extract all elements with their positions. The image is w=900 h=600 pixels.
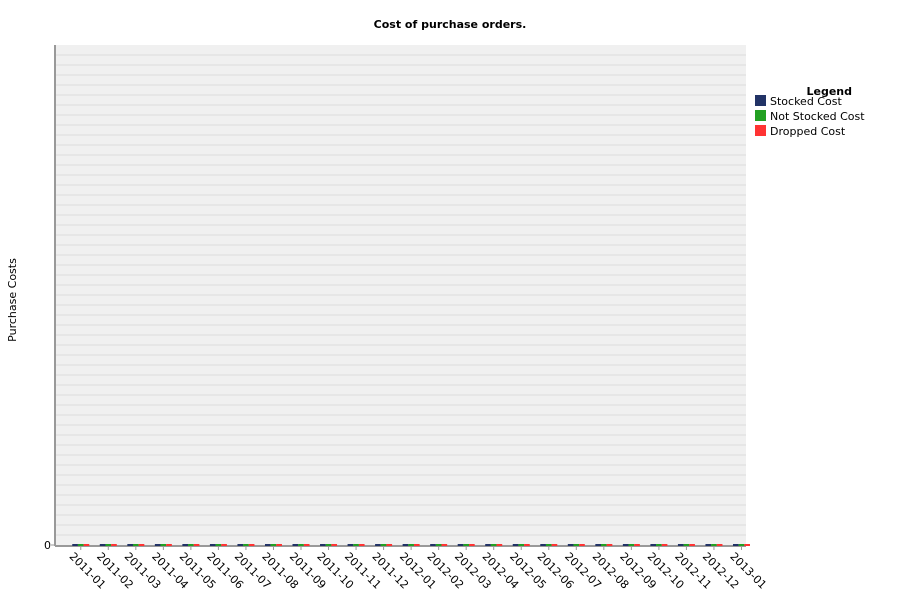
bar-not-stocked-cost [353,544,359,546]
bar-stocked-cost [347,544,354,546]
bar-not-stocked-cost [628,544,635,546]
legend-items: Stocked Cost Not Stocked Cost Dropped Cost [755,95,865,138]
bar-not-stocked-cost [77,544,84,546]
bar-dropped-cost [248,544,255,546]
bar-stocked-cost [127,544,133,546]
bar-dropped-cost [469,544,475,546]
bar-stocked-cost [402,544,409,546]
bar-dropped-cost [716,544,723,546]
legend-label: Stocked Cost [770,95,842,108]
bar-dropped-cost [221,544,227,546]
bar-dropped-cost [193,544,200,546]
bar-stocked-cost [72,544,78,546]
bar-not-stocked-cost [270,544,277,546]
bar-not-stocked-cost [600,544,607,546]
bar-stocked-cost [732,544,739,546]
bar-not-stocked-cost [711,544,717,546]
bar-dropped-cost [689,544,695,546]
bar-not-stocked-cost [325,544,332,546]
bar-dropped-cost [606,544,613,546]
bar-not-stocked-cost [463,544,470,546]
y-tick-label: 0 [44,539,51,552]
bar-stocked-cost [650,544,657,546]
bar-not-stocked-cost [243,544,249,546]
bar-not-stocked-cost [435,544,442,546]
bar-stocked-cost [595,544,601,546]
legend-label: Not Stocked Cost [770,110,865,123]
bar-dropped-cost [303,544,310,546]
bar-not-stocked-cost [132,544,139,546]
bar-not-stocked-cost [105,544,112,546]
bar-stocked-cost [375,544,381,546]
bar-not-stocked-cost [573,544,580,546]
bar-stocked-cost [677,544,684,546]
bar-stocked-cost [237,544,244,546]
bar-not-stocked-cost [380,544,387,546]
legend-swatch [755,110,766,121]
bar-dropped-cost [496,544,503,546]
bar-stocked-cost [540,544,546,546]
bar-dropped-cost [634,544,640,546]
bar-stocked-cost [154,544,161,546]
bar-not-stocked-cost [298,544,304,546]
bar-stocked-cost [705,544,712,546]
legend: Legend Stocked Cost Not Stocked Cost Dropp… [755,85,865,138]
bar-dropped-cost [661,544,668,546]
x-ticks: 2011-012011-022011-032011-042011-052011-… [67,546,769,592]
bar-stocked-cost [209,544,216,546]
bar-not-stocked-cost [215,544,222,546]
bar-not-stocked-cost [160,544,167,546]
legend-title: Legend [806,85,852,98]
bar-dropped-cost [276,544,282,546]
bar-not-stocked-cost [518,544,525,546]
bar-not-stocked-cost [188,544,194,546]
bar-stocked-cost [182,544,189,546]
chart-title: Cost of purchase orders. [374,18,527,31]
bar-dropped-cost [744,544,750,546]
bar-not-stocked-cost [545,544,552,546]
bar-not-stocked-cost [656,544,662,546]
bar-stocked-cost [99,544,106,546]
y-axis-label: Purchase Costs [6,258,19,342]
bar-stocked-cost [320,544,326,546]
bar-dropped-cost [413,544,420,546]
bar-dropped-cost [138,544,145,546]
bar-not-stocked-cost [408,544,414,546]
bar-dropped-cost [551,544,558,546]
bar-stocked-cost [512,544,519,546]
bar-dropped-cost [111,544,117,546]
bar-dropped-cost [524,544,530,546]
legend-swatch [755,125,766,136]
bar-stocked-cost [457,544,464,546]
bar-dropped-cost [579,544,585,546]
y-ticks: 0 [44,539,55,552]
bar-stocked-cost [292,544,299,546]
bar-dropped-cost [331,544,338,546]
legend-swatch [755,95,766,106]
legend-label: Dropped Cost [770,125,846,138]
bar-not-stocked-cost [738,544,745,546]
bar-dropped-cost [358,544,365,546]
bar-stocked-cost [622,544,629,546]
bars [72,544,750,546]
bar-stocked-cost [567,544,574,546]
bar-stocked-cost [430,544,436,546]
bar-dropped-cost [166,544,172,546]
bar-stocked-cost [485,544,491,546]
bar-not-stocked-cost [490,544,497,546]
gridlines [55,54,746,536]
bar-stocked-cost [264,544,271,546]
bar-dropped-cost [386,544,393,546]
bar-not-stocked-cost [683,544,690,546]
bar-dropped-cost [83,544,90,546]
bar-dropped-cost [441,544,448,546]
